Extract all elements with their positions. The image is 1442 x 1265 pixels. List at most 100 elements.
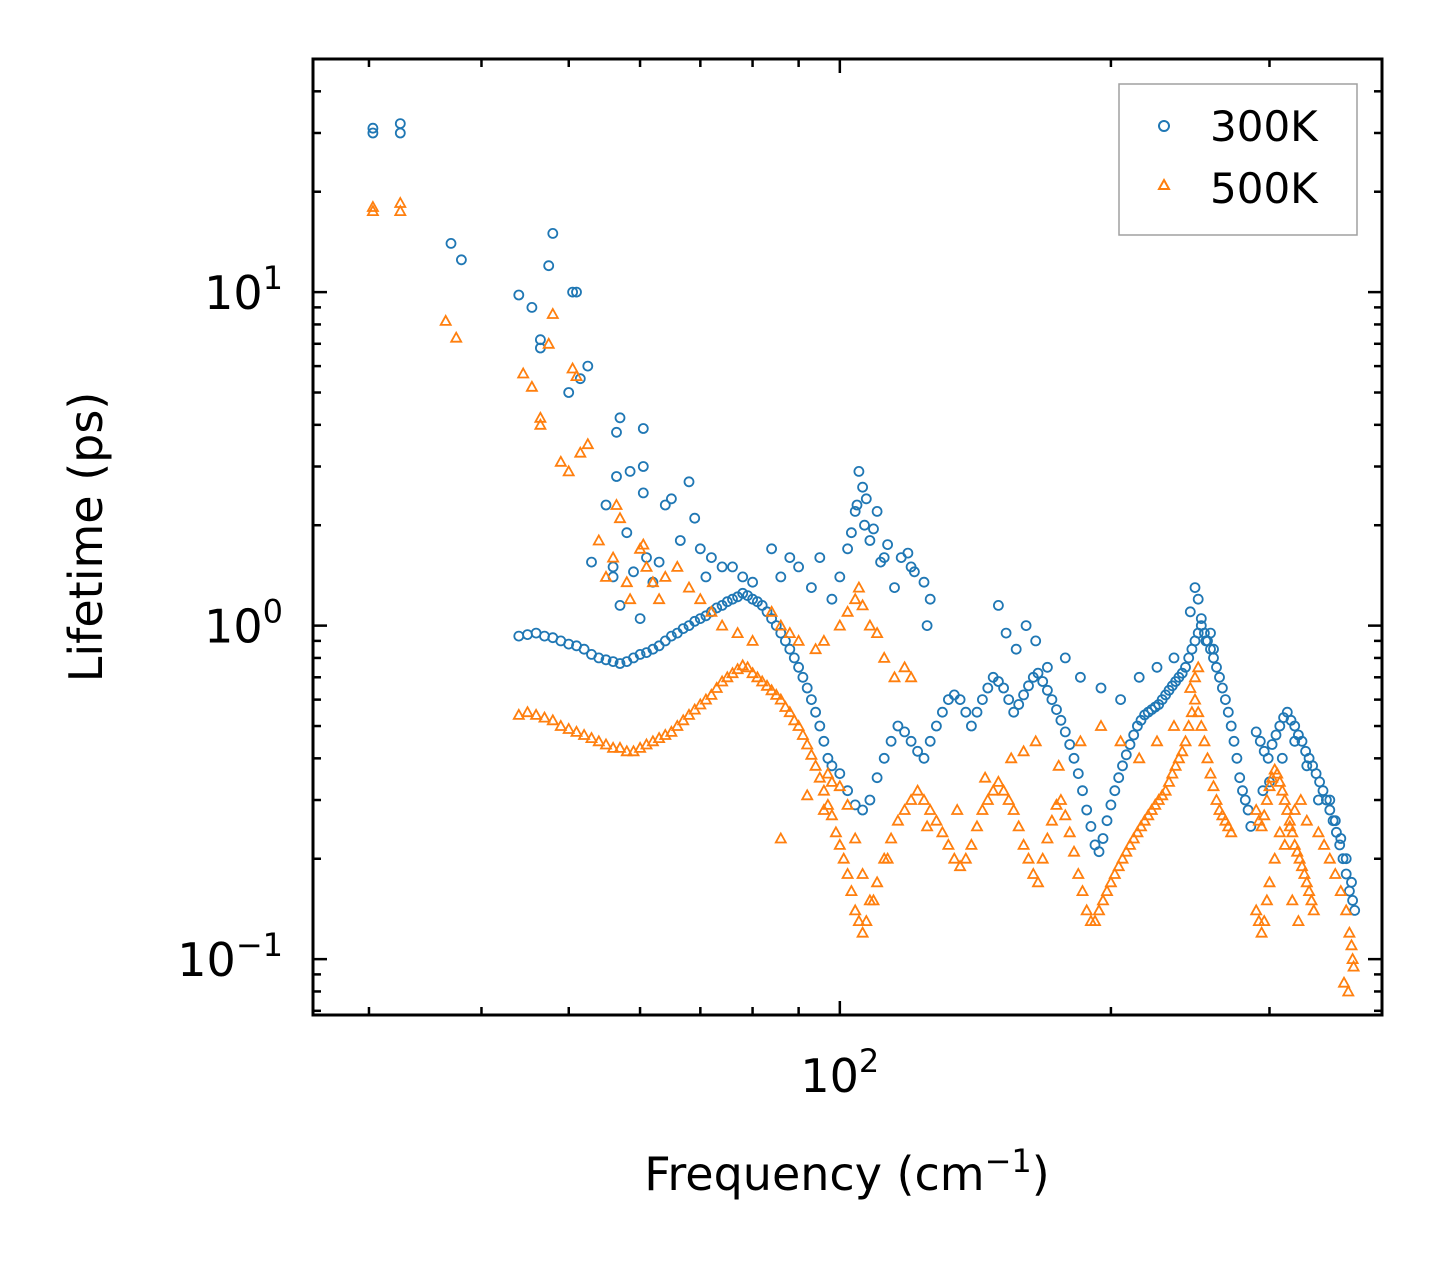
data-point <box>1334 884 1348 896</box>
data-point <box>993 676 1004 687</box>
data-point <box>950 803 964 815</box>
data-point <box>792 719 806 731</box>
data-point <box>620 575 634 588</box>
data-point <box>1228 735 1240 747</box>
data-point <box>870 875 884 888</box>
data-point <box>1120 749 1132 761</box>
data-point <box>1036 851 1050 864</box>
data-point <box>1003 694 1015 705</box>
data-point <box>833 838 847 850</box>
data-point <box>1094 719 1108 731</box>
data-point <box>1045 813 1059 826</box>
data-point <box>1285 893 1299 906</box>
data-point <box>991 775 1005 787</box>
data-point <box>982 682 994 694</box>
data-point <box>871 772 883 784</box>
data-point <box>1191 660 1205 673</box>
data-point <box>584 731 599 743</box>
y-tick-label-exponent: 1 <box>263 259 283 297</box>
data-point <box>1218 813 1232 826</box>
data-point <box>613 741 627 753</box>
data-point <box>607 561 619 573</box>
data-point <box>909 566 920 578</box>
data-point <box>1114 734 1128 747</box>
data-point <box>1324 804 1336 816</box>
data-point <box>1278 838 1292 850</box>
data-point <box>1184 606 1196 618</box>
y-tick-label: 100 <box>204 593 283 654</box>
data-point <box>581 437 595 450</box>
data-point <box>1334 839 1346 851</box>
data-point <box>694 613 706 624</box>
data-point <box>1188 670 1202 683</box>
data-point <box>704 688 718 700</box>
data-point <box>704 604 718 617</box>
data-point <box>784 552 796 563</box>
data-point <box>611 426 622 438</box>
data-point <box>1182 719 1196 731</box>
data-point <box>1314 776 1325 788</box>
data-point <box>1071 867 1085 879</box>
data-point <box>689 512 701 524</box>
data-point <box>445 237 457 249</box>
data-point <box>943 694 954 705</box>
data-point <box>1119 844 1133 857</box>
data-point <box>878 752 890 764</box>
data-point <box>1317 785 1329 797</box>
data-point <box>975 803 989 815</box>
data-point <box>599 737 613 750</box>
data-point <box>520 705 535 718</box>
data-point <box>700 571 712 583</box>
data-point <box>1189 582 1201 593</box>
data-point <box>1249 903 1263 916</box>
data-point <box>1339 903 1353 916</box>
data-point <box>774 692 788 705</box>
data-point <box>1275 783 1289 796</box>
data-point <box>997 783 1011 796</box>
data-point <box>1340 868 1352 880</box>
data-point <box>525 379 539 392</box>
data-point <box>814 552 826 563</box>
data-point <box>1321 794 1332 806</box>
data-point <box>513 630 525 642</box>
data-point <box>636 537 650 550</box>
data-point <box>817 803 831 815</box>
data-point <box>842 543 853 555</box>
data-point <box>882 539 893 550</box>
data-point <box>607 656 619 667</box>
data-point <box>1285 825 1299 838</box>
data-point <box>788 652 800 664</box>
data-point <box>1133 671 1145 683</box>
data-point <box>810 706 821 718</box>
data-point <box>1096 893 1110 906</box>
data-point <box>599 570 613 582</box>
data-point <box>522 629 533 640</box>
data-point <box>765 683 779 696</box>
data-point <box>1075 671 1086 683</box>
data-point <box>1250 726 1262 738</box>
data-point <box>1328 867 1342 879</box>
legend: 300K 500K <box>1118 83 1358 236</box>
data-point <box>1168 652 1180 664</box>
data-point <box>606 550 620 563</box>
data-point <box>849 505 861 517</box>
data-point <box>960 706 972 718</box>
y-axis-label: Lifetime (ps) <box>59 392 113 683</box>
data-point <box>613 511 627 524</box>
data-point <box>1293 851 1307 864</box>
data-point <box>659 499 671 511</box>
data-point <box>923 803 937 815</box>
data-point <box>870 626 884 638</box>
data-point <box>1290 844 1304 857</box>
data-point <box>1072 768 1084 779</box>
data-point <box>573 445 587 458</box>
data-point <box>1088 914 1102 926</box>
x-axis-label-main: Frequency (cm <box>644 1147 984 1201</box>
data-point <box>797 671 809 683</box>
data-point <box>554 454 568 467</box>
data-point <box>860 493 872 505</box>
data-point <box>623 592 637 605</box>
data-point <box>905 735 917 747</box>
data-point <box>1008 706 1020 718</box>
data-point <box>848 592 862 605</box>
